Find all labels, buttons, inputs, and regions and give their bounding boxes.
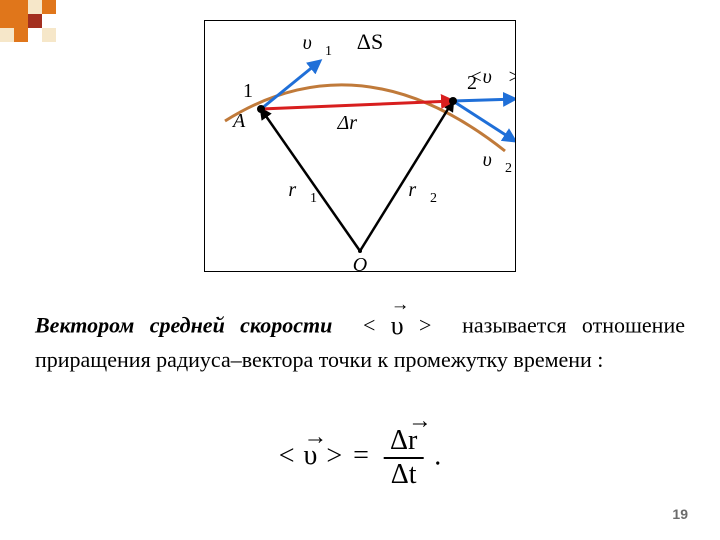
- svg-text:1: 1: [325, 44, 332, 59]
- page-number: 19: [672, 506, 688, 522]
- definition-paragraph: Вектором средней скорости < → υ > называ…: [35, 310, 685, 375]
- svg-text:r⃗: r⃗: [408, 179, 431, 201]
- vec-v-inline: → υ: [391, 308, 404, 343]
- svg-text:2: 2: [505, 161, 512, 176]
- slide-corner-decoration: [0, 0, 120, 60]
- angle-close: >: [419, 313, 431, 338]
- svg-text:υ⃗: υ⃗: [303, 32, 328, 54]
- avg-velocity-formula: < → υ > = Δ→r Δt .: [279, 425, 442, 491]
- svg-text:A: A: [231, 110, 246, 132]
- svg-text:2: 2: [430, 191, 437, 206]
- svg-text:Δr⃗: Δr⃗: [336, 112, 372, 134]
- kinematics-diagram: r⃗1r⃗2Δr⃗υ⃗1υ⃗2<υ⃗>1A2OΔS: [204, 20, 516, 272]
- svg-text:O: O: [353, 254, 367, 271]
- angle-open: <: [363, 313, 375, 338]
- svg-text:1: 1: [243, 80, 253, 102]
- term-italic: Вектором средней скорости: [35, 313, 332, 338]
- svg-text:2: 2: [467, 72, 477, 94]
- svg-text:ΔS: ΔS: [357, 29, 383, 54]
- svg-text:r⃗: r⃗: [288, 179, 311, 201]
- svg-text:1: 1: [310, 191, 317, 206]
- svg-text:υ⃗: υ⃗: [483, 149, 508, 171]
